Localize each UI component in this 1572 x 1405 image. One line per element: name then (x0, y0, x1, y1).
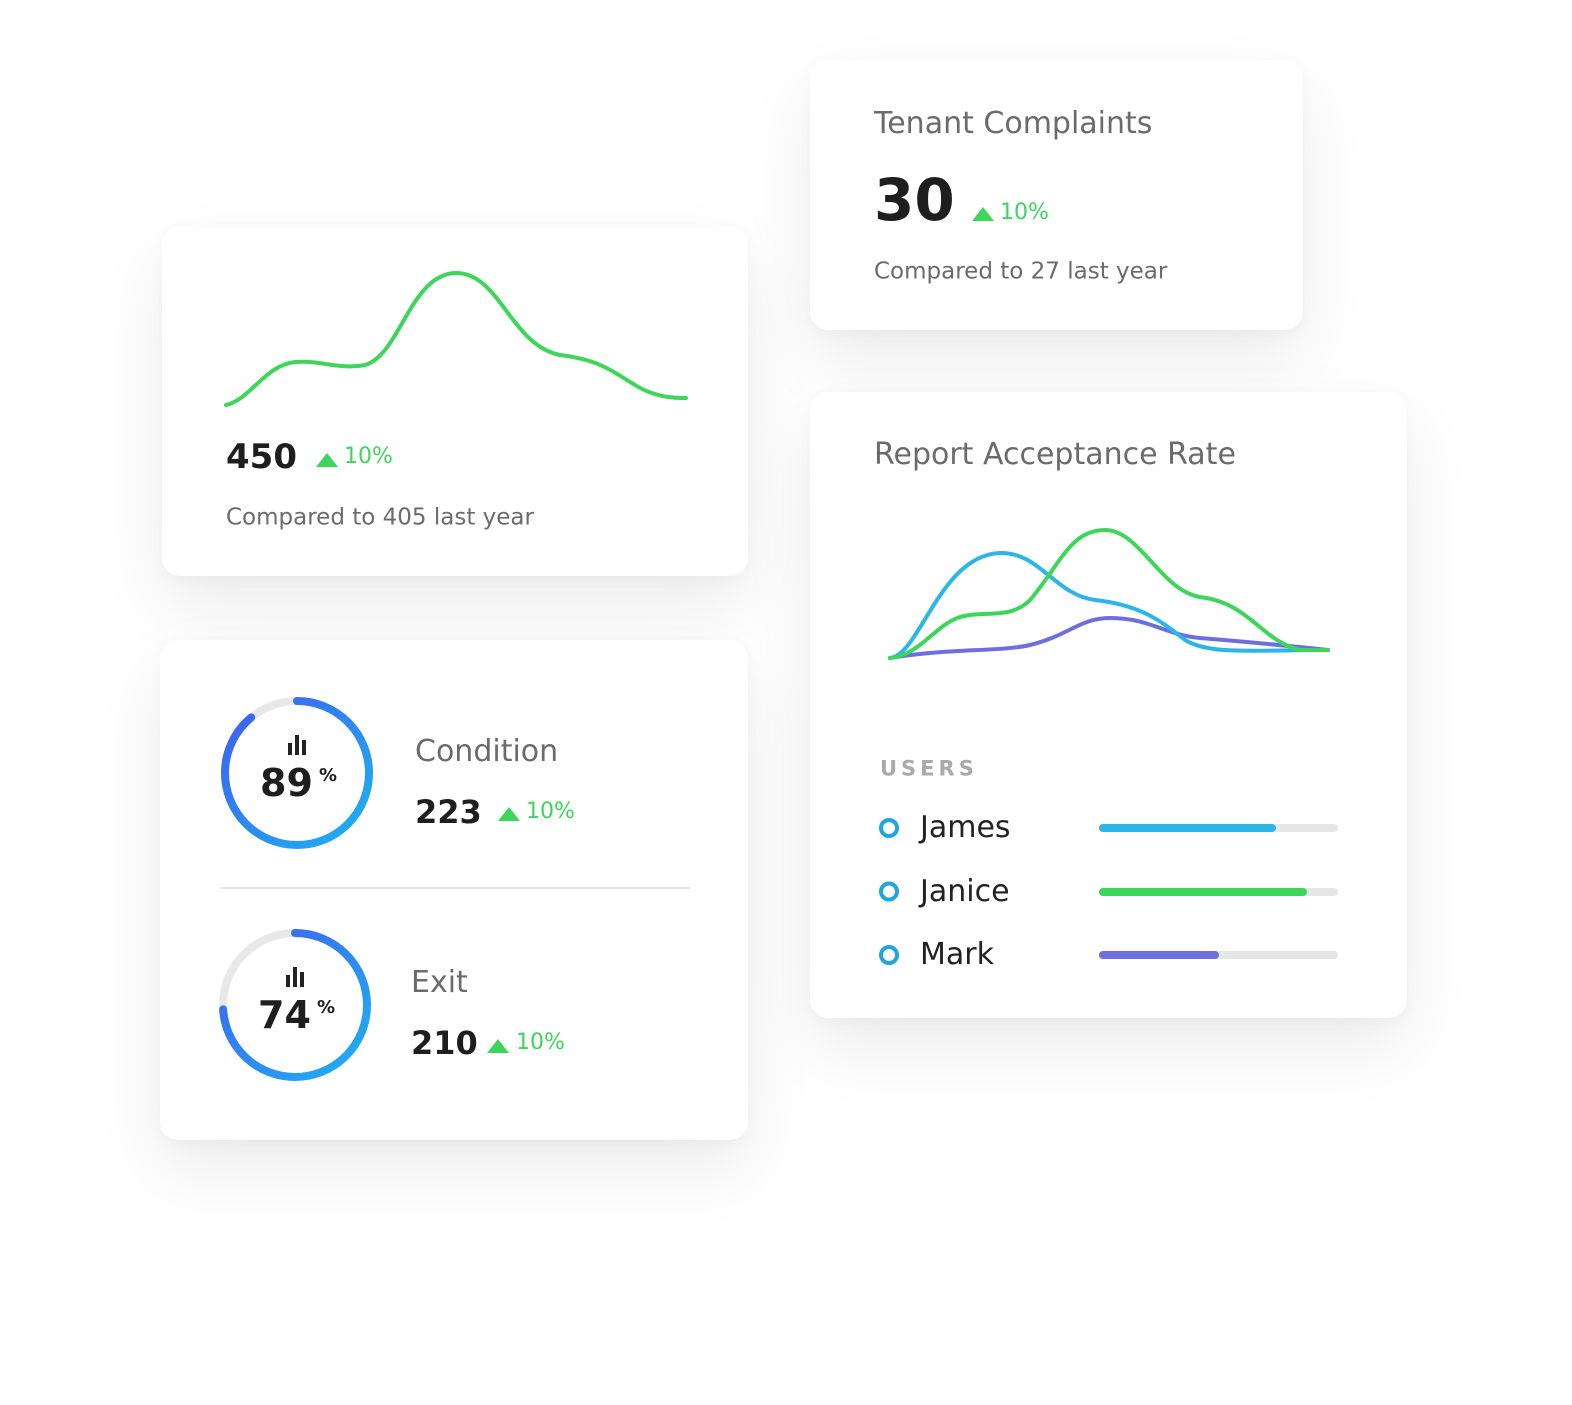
gauge-unit: % (319, 765, 338, 786)
report-label: Condition (415, 734, 559, 769)
reports-card (160, 640, 748, 1140)
users-label: USERS (880, 756, 978, 781)
acceptance-card (810, 392, 1407, 1018)
gauge-value: 74 (258, 993, 311, 1037)
trend-line (888, 615, 1330, 660)
visits-value: 450 (226, 437, 297, 477)
bar-track (1099, 887, 1338, 896)
report-value: 223 (415, 793, 482, 831)
trend-line (888, 550, 1330, 660)
complaints-change: 10% (1000, 200, 1049, 225)
bar-track (1099, 951, 1338, 959)
up-arrows (316, 207, 994, 1053)
user-dot (879, 881, 899, 902)
visits-comparison: Compared to 405 last year (226, 504, 534, 531)
complaints-title: Tenant Complaints (874, 106, 1153, 141)
bar-track (1099, 824, 1338, 832)
user-name: Janice (920, 873, 1010, 909)
user-dot (879, 945, 899, 965)
sparkline (224, 270, 688, 407)
user-name: James (920, 810, 1011, 845)
trend-line (888, 527, 1330, 660)
ring-arc (219, 929, 371, 1081)
report-change: 10% (526, 799, 575, 824)
gauge-value: 89 (260, 761, 313, 805)
bar (1099, 824, 1276, 832)
acceptance-title: Report Acceptance Rate (874, 437, 1236, 472)
user-dot (879, 818, 899, 838)
visits-change: 10% (344, 444, 393, 469)
report-label: Exit (411, 965, 468, 1000)
chart-icons (286, 735, 306, 987)
user-name: Mark (920, 937, 994, 972)
report-value: 210 (411, 1024, 478, 1062)
report-change: 10% (516, 1030, 565, 1055)
complaints-card (810, 60, 1303, 330)
complaints-value: 30 (874, 166, 955, 234)
bar (1099, 887, 1307, 896)
complaints-comparison: Compared to 27 last year (874, 258, 1168, 285)
gauge-unit: % (317, 997, 336, 1018)
ring-arc (221, 697, 373, 849)
visits-card (162, 227, 748, 576)
bar (1099, 951, 1219, 959)
